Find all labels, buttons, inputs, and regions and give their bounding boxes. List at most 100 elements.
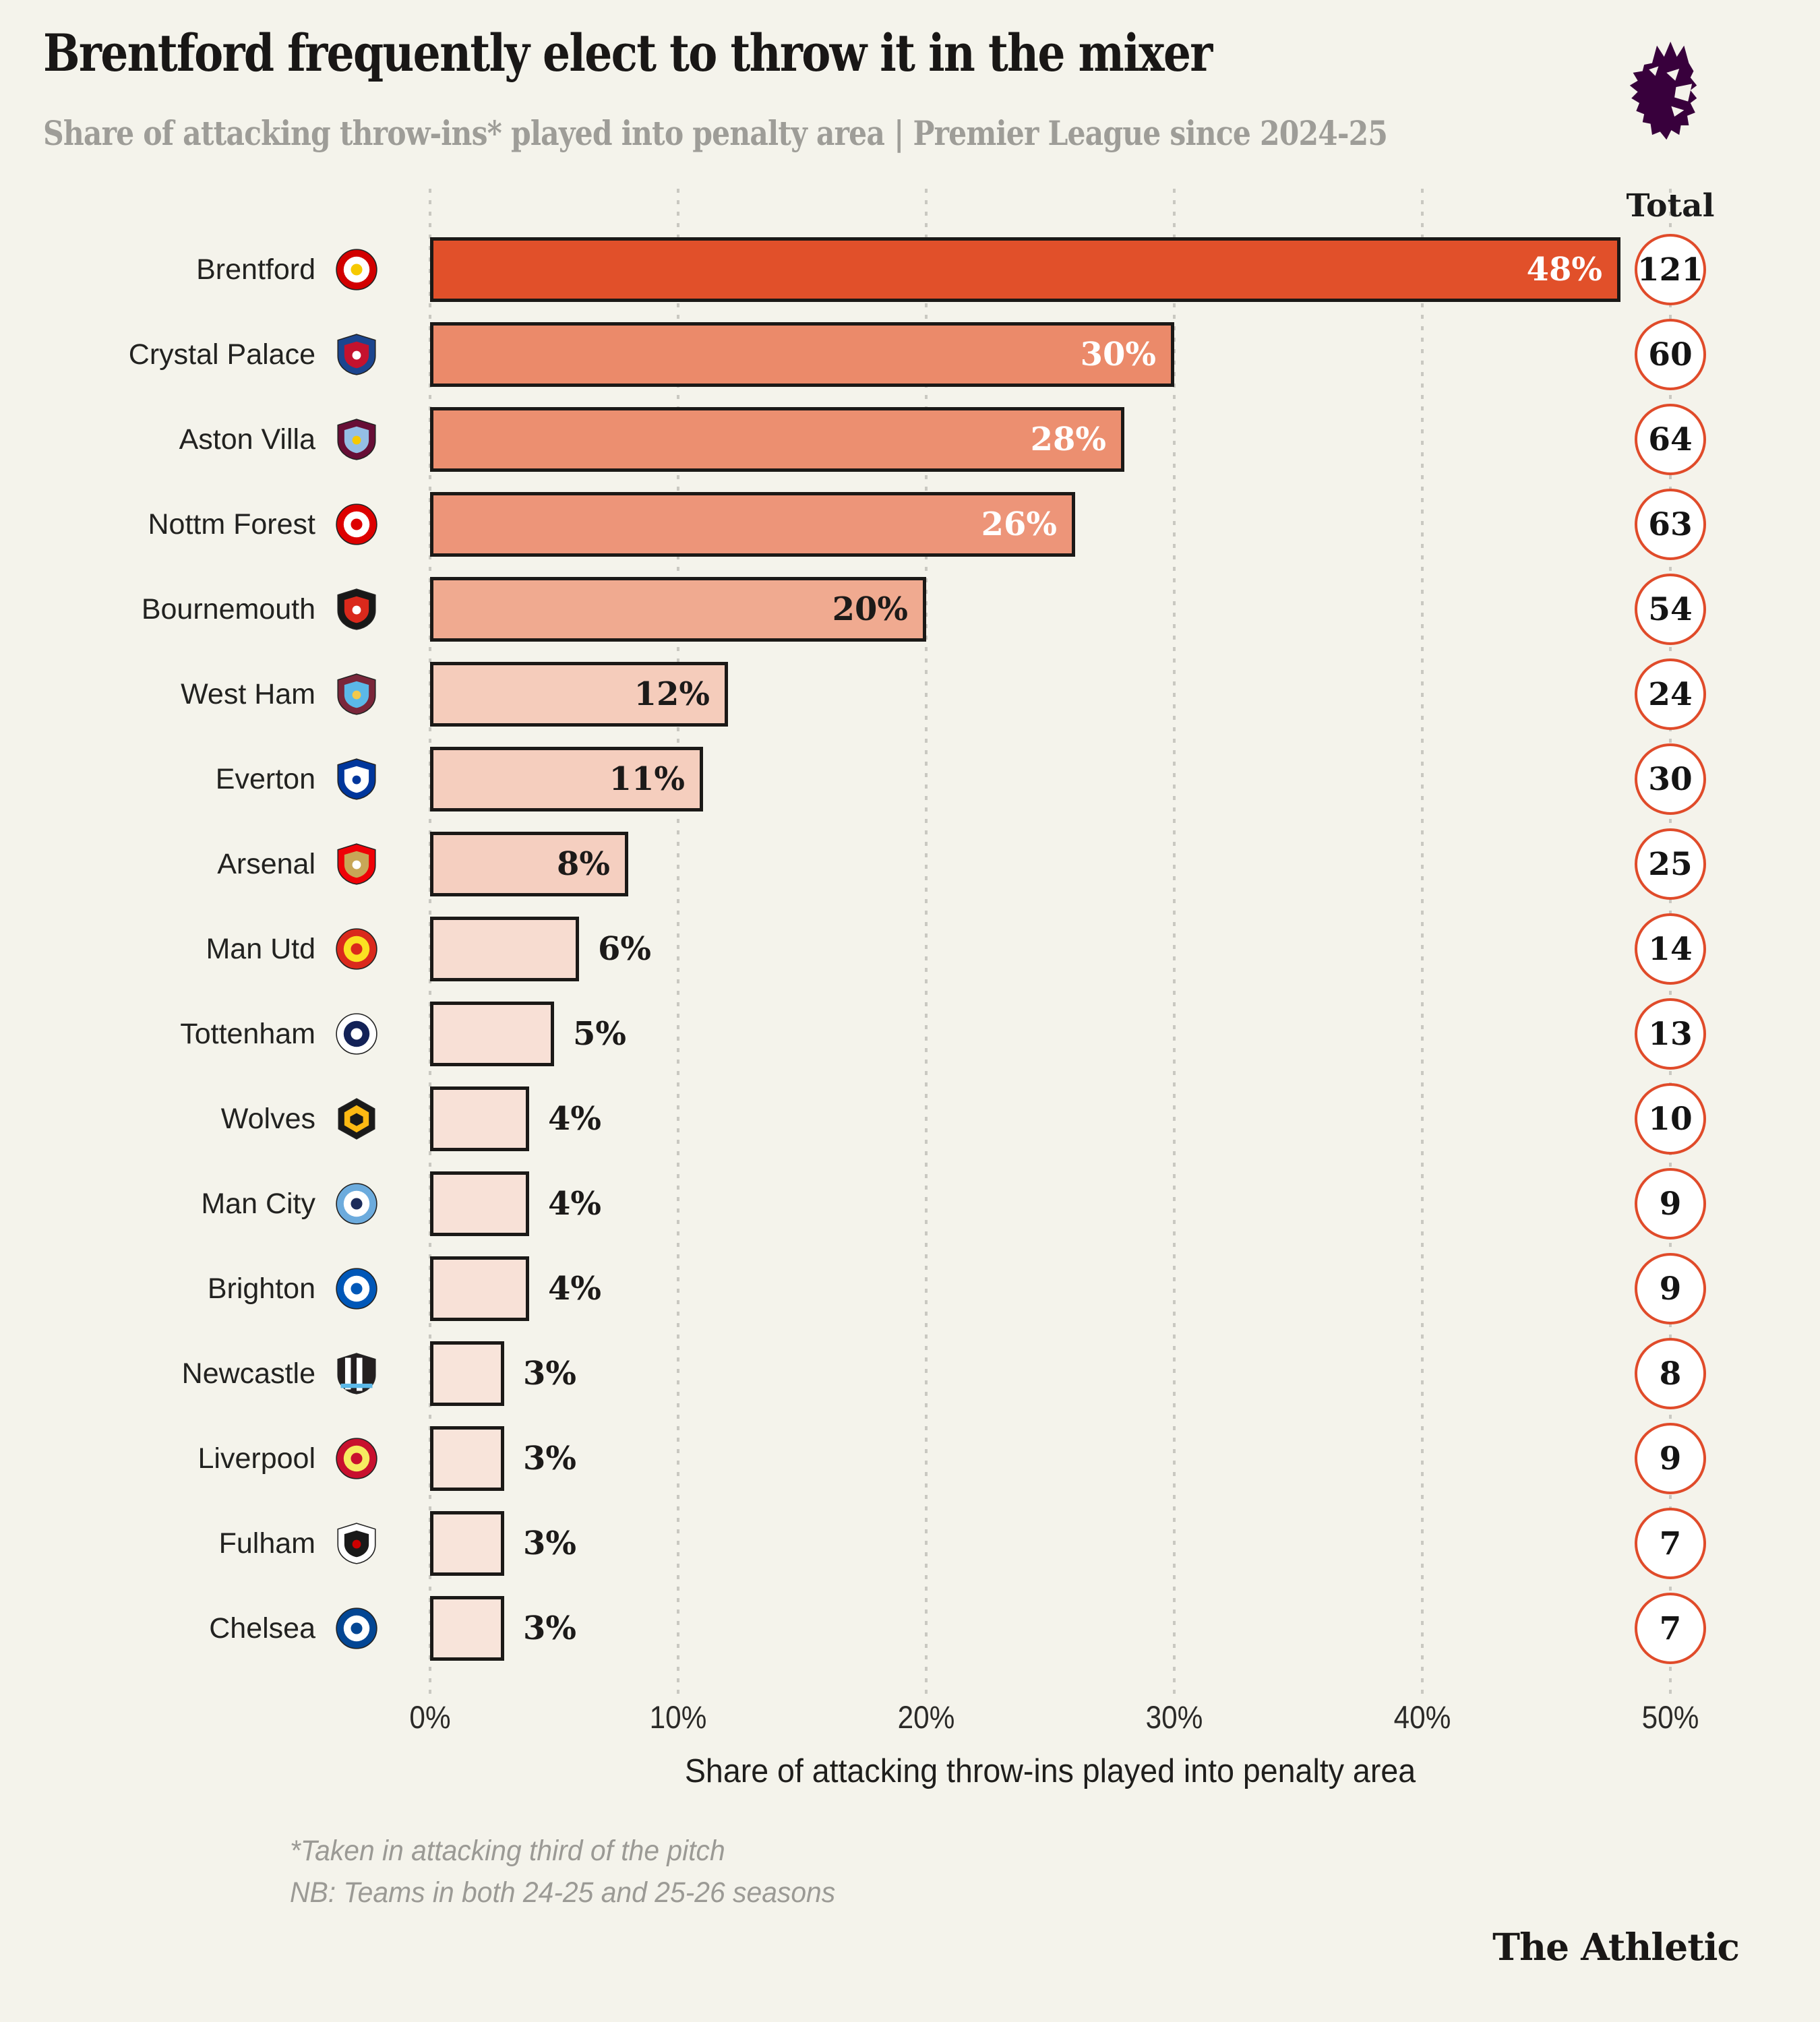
liverpool-badge (336, 1438, 377, 1479)
bar-arsenal: 8% (430, 832, 628, 896)
bar-bournemouth: 20% (430, 577, 926, 642)
team-label-brentford: Brentford (196, 253, 315, 286)
total-aston-villa: 64 (1635, 404, 1706, 475)
team-label-arsenal: Arsenal (217, 847, 315, 880)
total-column-header: Total (1626, 187, 1715, 224)
x-axis-title: Share of attacking throw-ins played into… (684, 1753, 1416, 1789)
tottenham-badge (336, 1013, 377, 1055)
row-bournemouth: Bournemouth 20% 54 (0, 574, 1820, 645)
row-man-city: Man City 9 4% (0, 1168, 1820, 1239)
brighton-badge (336, 1268, 377, 1310)
team-label-newcastle: Newcastle (181, 1357, 315, 1390)
team-badge (335, 1352, 378, 1395)
row-west-ham: West Ham 12% 24 (0, 658, 1820, 730)
total-tottenham: 13 (1635, 998, 1706, 1070)
man-city-badge (336, 1183, 377, 1225)
bar-value-liverpool: 3% (523, 1440, 577, 1477)
bar-chelsea (430, 1596, 504, 1661)
row-fulham: Fulham 7 3% (0, 1508, 1820, 1579)
row-brentford: Brentford 48% 121 (0, 234, 1820, 305)
footnote-1: *Taken in attacking third of the pitch (290, 1835, 725, 1867)
team-label-wolves: Wolves (220, 1102, 315, 1135)
team-badge (335, 333, 378, 376)
team-badge (335, 1607, 378, 1650)
bar-tottenham (430, 1002, 554, 1066)
arsenal-badge (337, 843, 376, 885)
row-nottm-forest: Nottm Forest 26% 63 (0, 489, 1820, 560)
team-badge (335, 1437, 378, 1480)
nottm-forest-badge (336, 503, 377, 545)
brentford-badge (336, 249, 377, 290)
total-chelsea: 7 (1635, 1593, 1706, 1664)
total-everton: 30 (1635, 743, 1706, 815)
total-fulham: 7 (1635, 1508, 1706, 1579)
total-man-utd: 14 (1635, 913, 1706, 985)
total-man-city: 9 (1635, 1168, 1706, 1239)
row-arsenal: Arsenal 8% 25 (0, 828, 1820, 900)
everton-badge (337, 758, 376, 800)
total-brentford: 121 (1635, 234, 1706, 305)
total-nottm-forest: 63 (1635, 489, 1706, 560)
team-label-aston-villa: Aston Villa (179, 423, 315, 456)
bar-value-chelsea: 3% (523, 1610, 577, 1647)
bar-brighton (430, 1256, 529, 1321)
total-newcastle: 8 (1635, 1338, 1706, 1409)
bar-value-brentford: 48% (1526, 251, 1602, 288)
bar-brentford: 48% (430, 237, 1620, 302)
team-label-nottm-forest: Nottm Forest (148, 508, 316, 541)
wolves-badge (338, 1098, 375, 1140)
chelsea-badge (336, 1607, 377, 1649)
row-liverpool: Liverpool 9 3% (0, 1423, 1820, 1494)
footnote-2: NB: Teams in both 24-25 and 25-26 season… (290, 1876, 836, 1909)
bar-west-ham: 12% (430, 662, 728, 727)
page-title: Brentford frequently elect to throw it i… (43, 23, 1213, 83)
bar-value-man-utd: 6% (598, 930, 652, 968)
team-badge (335, 1012, 378, 1055)
fulham-badge (337, 1523, 376, 1564)
bar-value-everton: 11% (609, 760, 685, 798)
row-newcastle: Newcastle 8 3% (0, 1338, 1820, 1409)
team-badge (335, 1267, 378, 1310)
row-brighton: Brighton 9 4% (0, 1253, 1820, 1324)
total-west-ham: 24 (1635, 658, 1706, 730)
bar-value-wolves: 4% (548, 1100, 602, 1138)
tick-label-20%: 20% (897, 1699, 955, 1735)
bar-value-bournemouth: 20% (832, 590, 908, 628)
team-badge (335, 758, 378, 801)
row-everton: Everton 11% 30 (0, 743, 1820, 815)
team-badge (335, 503, 378, 546)
bar-value-arsenal: 8% (556, 845, 610, 883)
bar-value-west-ham: 12% (634, 675, 710, 713)
total-wolves: 10 (1635, 1083, 1706, 1155)
bar-fulham (430, 1511, 504, 1576)
bar-value-fulham: 3% (523, 1525, 577, 1562)
row-aston-villa: Aston Villa 28% 64 (0, 404, 1820, 475)
row-wolves: Wolves 10 4% (0, 1083, 1820, 1155)
west-ham-badge (337, 673, 376, 715)
total-bournemouth: 54 (1635, 574, 1706, 645)
team-label-liverpool: Liverpool (198, 1442, 316, 1475)
bar-wolves (430, 1086, 529, 1151)
team-badge (335, 842, 378, 886)
total-crystal-palace: 60 (1635, 319, 1706, 390)
page-subtitle: Share of attacking throw-ins* played int… (43, 113, 1388, 153)
gridline-30% (1173, 189, 1176, 1698)
premier-league-lion-logo (1629, 41, 1697, 140)
team-badge (335, 673, 378, 716)
total-brighton: 9 (1635, 1253, 1706, 1324)
team-label-bournemouth: Bournemouth (141, 592, 315, 625)
total-arsenal: 25 (1635, 828, 1706, 900)
bar-value-tottenham: 5% (573, 1015, 627, 1053)
team-label-crystal-palace: Crystal Palace (128, 338, 315, 371)
team-label-everton: Everton (215, 762, 315, 795)
gridline-40% (1421, 189, 1424, 1698)
bar-aston-villa: 28% (430, 407, 1124, 472)
bar-nottm-forest: 26% (430, 492, 1075, 557)
bar-man-city (430, 1171, 529, 1236)
bar-value-brighton: 4% (548, 1270, 602, 1308)
row-crystal-palace: Crystal Palace 30% 60 (0, 319, 1820, 390)
row-man-utd: Man Utd 14 6% (0, 913, 1820, 985)
bar-value-crystal-palace: 30% (1080, 336, 1156, 373)
team-label-west-ham: West Ham (181, 677, 315, 710)
